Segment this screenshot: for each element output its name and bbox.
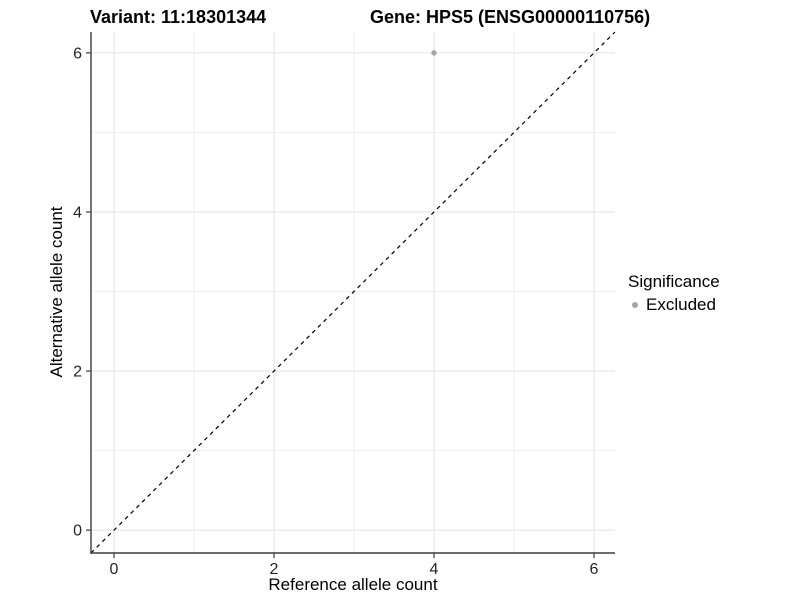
x-tick-label: 2 [270,561,279,578]
y-tick-label: 0 [73,523,82,540]
legend-title: Significance [628,272,720,291]
legend-point-icon [632,302,638,308]
y-axis-title: Alternative allele count [47,206,66,378]
y-tick-label: 4 [73,205,82,222]
x-tick-label: 6 [590,561,599,578]
plot-title-variant: Variant: 11:18301344 [90,7,267,27]
x-tick-label: 0 [110,561,119,578]
plot-title-gene: Gene: HPS5 (ENSG00000110756) [370,7,651,27]
y-tick-label: 2 [73,364,82,381]
x-tick-label: 4 [430,561,439,578]
legend-item-excluded: Excluded [628,295,720,315]
legend-item-label: Excluded [646,295,716,314]
identity-line [90,31,616,554]
y-tick-label: 6 [73,45,82,62]
legend: Significance Excluded [628,272,720,315]
x-axis-title: Reference allele count [268,575,438,594]
data-point [431,50,437,56]
